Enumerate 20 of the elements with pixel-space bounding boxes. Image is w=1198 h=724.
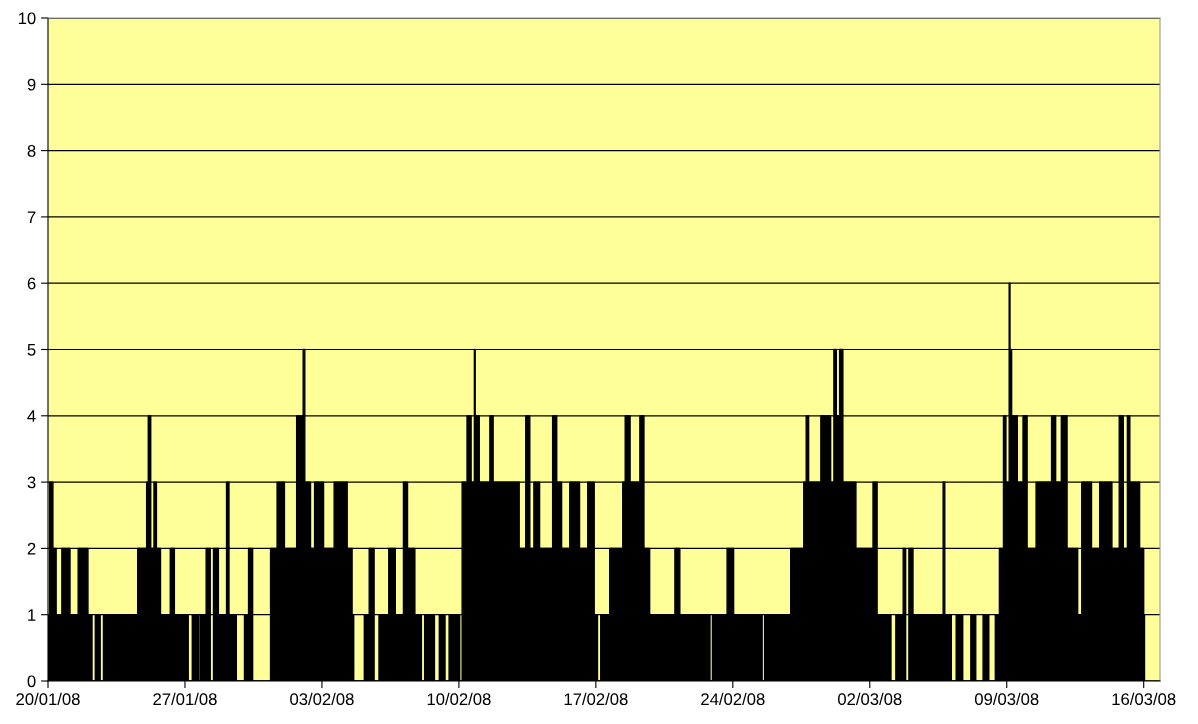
x-tick-label: 03/02/08: [290, 692, 354, 706]
y-tick-label: 6: [27, 277, 36, 290]
y-tick-label: 0: [27, 675, 36, 688]
y-tick-label: 5: [27, 344, 36, 356]
y-tick-label: 3: [27, 476, 36, 489]
y-tick-label: 4: [27, 410, 36, 422]
y-tick-label: 1: [28, 609, 36, 621]
x-tick-label: 24/02/08: [701, 692, 765, 706]
x-tick-label: 20/01/08: [16, 692, 80, 706]
y-tick-label: 2: [27, 542, 36, 555]
y-tick-label: 8: [27, 145, 36, 157]
y-tick-label: 10: [18, 12, 36, 25]
x-tick-label: 10/02/08: [427, 692, 491, 706]
x-tick-label: 16/03/08: [1112, 692, 1176, 706]
x-tick-label: 27/01/08: [153, 692, 217, 706]
y-tick-label: 9: [27, 78, 36, 91]
x-tick-label: 17/02/08: [564, 692, 628, 706]
x-tick-label: 09/03/08: [974, 692, 1039, 706]
y-tick-label: 7: [27, 211, 36, 223]
x-tick-label: 02/03/08: [837, 692, 902, 706]
